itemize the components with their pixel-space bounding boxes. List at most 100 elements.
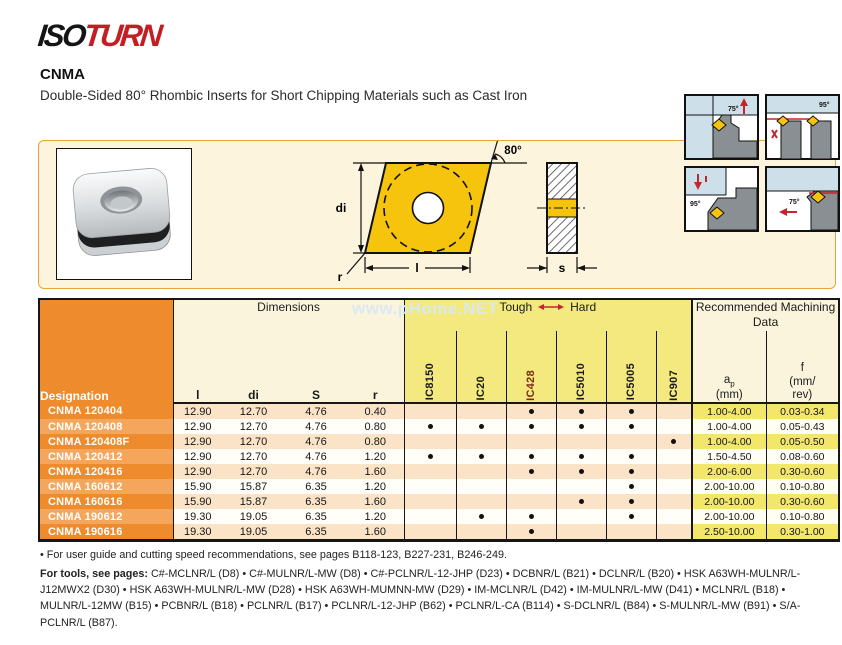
tough-label: Tough bbox=[499, 300, 533, 314]
dimension-cell-s: 6.35 bbox=[285, 479, 347, 494]
designation-cell: CNMA 160616 bbox=[39, 494, 174, 509]
grade-dot-cell-ic5005 bbox=[605, 419, 657, 434]
insert-photo bbox=[56, 148, 192, 280]
grade-dot-cell-ic5005 bbox=[605, 464, 657, 479]
designation-cell: CNMA 120408F bbox=[39, 434, 174, 449]
designation-cell: CNMA 190616 bbox=[39, 524, 174, 541]
dimension-cell-s: 6.35 bbox=[285, 524, 347, 541]
column-header-ap: ap (mm) bbox=[691, 331, 767, 404]
application-diagram-1: 75° bbox=[684, 94, 759, 160]
dimension-cell-r: 1.60 bbox=[347, 494, 405, 509]
availability-dot bbox=[628, 424, 634, 430]
grade-dot-cell-ic8150 bbox=[403, 434, 457, 449]
grade-dot-cell-ic428 bbox=[505, 403, 557, 419]
grade-dot-cell-ic428 bbox=[505, 434, 557, 449]
grade-dot-cell-ic5010 bbox=[555, 419, 607, 434]
column-header-f: f (mm/ rev) bbox=[765, 331, 840, 404]
table-row: CNMA 120408F 12.90 12.70 4.76 0.80 1.00-4.00 0… bbox=[39, 434, 840, 449]
table-row: CNMA 190616 19.30 19.05 6.35 1.60 2.50-10.00 0… bbox=[39, 524, 840, 541]
feed-range-cell: 0.05-0.43 bbox=[765, 419, 840, 434]
availability-dot bbox=[578, 424, 584, 430]
ap-range-cell: 2.00-10.00 bbox=[691, 494, 767, 509]
availability-dot bbox=[478, 424, 484, 430]
grade-dot-cell-ic5005 bbox=[605, 479, 657, 494]
feed-range-cell: 0.30-0.60 bbox=[765, 464, 840, 479]
dimension-cell-r: 0.80 bbox=[347, 419, 405, 434]
grade-dot-cell-ic428 bbox=[505, 419, 557, 434]
ap-range-cell: 2.00-10.00 bbox=[691, 509, 767, 524]
grade-dot-cell-ic428 bbox=[505, 464, 557, 479]
availability-dot bbox=[578, 454, 584, 460]
grade-dot-cell-ic8150 bbox=[403, 403, 457, 419]
grade-dot-cell-ic5010 bbox=[555, 403, 607, 419]
insert-table: Designation Dimensions Tough Hard bbox=[38, 298, 841, 542]
dimension-cell-l: 12.90 bbox=[173, 419, 222, 434]
grade-dot-cell-ic20 bbox=[455, 419, 507, 434]
designation-cell: CNMA 120412 bbox=[39, 449, 174, 464]
dimension-cell-l: 12.90 bbox=[173, 464, 222, 479]
grade-dot-cell-ic20 bbox=[455, 403, 507, 419]
diagram-angle-label: 75° bbox=[789, 198, 800, 206]
grade-dot-cell-ic20 bbox=[455, 434, 507, 449]
dimension-cell-r: 1.60 bbox=[347, 524, 405, 541]
table-row: CNMA 120404 12.90 12.70 4.76 0.40 1.00-4.00 0.… bbox=[39, 403, 840, 419]
grade-dot-cell-ic5005 bbox=[605, 403, 657, 419]
grade-dot-cell-ic5005 bbox=[605, 434, 657, 449]
availability-dot bbox=[628, 469, 634, 475]
machining-data-header: Recommended Machining Data bbox=[691, 299, 840, 331]
availability-dot bbox=[528, 469, 534, 475]
logo-iso-text: ISO bbox=[36, 18, 86, 53]
grade-dot-cell-ic5010 bbox=[555, 494, 607, 509]
dimension-cell-r: 1.60 bbox=[347, 464, 405, 479]
isoturn-logo: ISOTURN bbox=[36, 18, 162, 54]
ap-range-cell: 2.00-10.00 bbox=[691, 479, 767, 494]
application-diagram-2: 95° bbox=[765, 94, 840, 160]
grade-dot-cell-ic428 bbox=[505, 524, 557, 541]
dimension-cell-di: 12.70 bbox=[222, 464, 285, 479]
dim-l-label: l bbox=[415, 261, 418, 275]
table-row: CNMA 190612 19.30 19.05 6.35 1.20 2.00-10.00 0… bbox=[39, 509, 840, 524]
grade-dot-cell-ic5010 bbox=[555, 449, 607, 464]
user-guide-note: • For user guide and cutting speed recom… bbox=[40, 549, 507, 561]
feed-range-cell: 0.05-0.50 bbox=[765, 434, 840, 449]
grade-dot-cell-ic8150 bbox=[403, 479, 457, 494]
dimension-cell-s: 4.76 bbox=[285, 449, 347, 464]
tough-hard-arrow-icon bbox=[538, 304, 565, 310]
grade-dot-cell-ic8150 bbox=[403, 449, 457, 464]
grade-dot-cell-ic907 bbox=[655, 434, 693, 449]
grade-dot-cell-ic5010 bbox=[555, 464, 607, 479]
dimension-cell-di: 19.05 bbox=[222, 509, 285, 524]
insert-photo-drawing bbox=[72, 167, 171, 256]
dimension-cell-l: 15.90 bbox=[173, 479, 222, 494]
diagram-angle-label: 95° bbox=[819, 101, 830, 109]
feed-range-cell: 0.30-1.00 bbox=[765, 524, 840, 541]
grade-dot-cell-ic20 bbox=[455, 449, 507, 464]
dimension-cell-di: 12.70 bbox=[222, 403, 285, 419]
availability-dot bbox=[628, 514, 634, 520]
availability-dot bbox=[528, 454, 534, 460]
tools-note-label: For tools, see pages: bbox=[40, 568, 148, 580]
grade-dot-cell-ic8150 bbox=[403, 419, 457, 434]
availability-dot bbox=[478, 454, 484, 460]
ap-range-cell: 1.00-4.00 bbox=[691, 403, 767, 419]
feed-range-cell: 0.30-0.60 bbox=[765, 494, 840, 509]
dimension-cell-s: 6.35 bbox=[285, 494, 347, 509]
grade-column-header-ic428: IC428 bbox=[505, 331, 557, 404]
grade-dot-cell-ic20 bbox=[455, 524, 507, 541]
grade-dot-cell-ic8150 bbox=[403, 524, 457, 541]
ap-range-cell: 1.00-4.00 bbox=[691, 419, 767, 434]
dimension-cell-di: 15.87 bbox=[222, 494, 285, 509]
grade-dot-cell-ic20 bbox=[455, 464, 507, 479]
diagram-angle-label: 95° bbox=[690, 200, 701, 208]
availability-dot bbox=[628, 409, 634, 415]
application-diagram-4: 75° bbox=[765, 166, 840, 232]
grade-column-header-ic907: IC907 bbox=[655, 331, 693, 404]
grade-dot-cell-ic5010 bbox=[555, 434, 607, 449]
logo-turn-text: TURN bbox=[82, 18, 162, 53]
feed-range-cell: 0.08-0.60 bbox=[765, 449, 840, 464]
availability-dot bbox=[628, 454, 634, 460]
grade-dot-cell-ic907 bbox=[655, 419, 693, 434]
grade-column-header-ic5005: IC5005 bbox=[605, 331, 657, 404]
grade-dot-cell-ic5010 bbox=[555, 524, 607, 541]
